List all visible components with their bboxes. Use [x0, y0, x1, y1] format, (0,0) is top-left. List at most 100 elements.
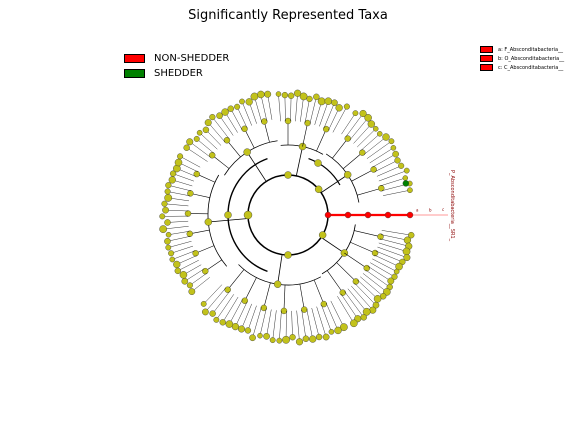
branch-leaf	[164, 203, 189, 207]
branch-leaf	[378, 242, 407, 252]
branch-leaf	[186, 147, 208, 162]
node-order	[204, 218, 213, 226]
branch-leaf	[377, 246, 407, 258]
branch-leaf	[236, 106, 248, 128]
highlight-clade-node	[344, 211, 352, 219]
branch	[320, 237, 345, 254]
branch	[332, 138, 348, 159]
branch-leaf	[311, 307, 320, 338]
node-leaf	[403, 167, 410, 174]
branch-leaf	[323, 102, 335, 129]
branch-leaf	[168, 231, 190, 235]
branch-leaf	[372, 258, 397, 272]
node-family	[352, 278, 360, 285]
node-family	[323, 125, 330, 133]
ring-class-top	[308, 158, 341, 186]
node-leaf	[276, 337, 283, 344]
node-leaf	[202, 126, 210, 134]
node-leaf	[367, 120, 376, 128]
node-family	[224, 286, 231, 293]
node-leaf	[372, 301, 380, 309]
branch-leaf	[380, 234, 408, 241]
branch-leaf	[191, 277, 210, 292]
node-class	[314, 159, 322, 167]
branch-leaf	[347, 288, 367, 312]
shedder-node	[402, 180, 410, 187]
node-family	[344, 135, 351, 142]
node-leaf	[169, 256, 176, 263]
node-leaf	[245, 98, 253, 106]
node-family	[280, 307, 288, 315]
node-class	[284, 251, 292, 259]
branch	[302, 122, 308, 147]
node-family	[193, 170, 200, 178]
branch-leaf	[189, 141, 211, 158]
branch-leaf	[203, 284, 223, 305]
branch-leaf	[219, 115, 234, 136]
node-leaf	[377, 131, 383, 137]
node-leaf	[394, 157, 401, 164]
node-leaf	[388, 138, 395, 145]
node-leaf	[334, 326, 342, 335]
node-leaf	[352, 110, 359, 117]
node-family	[339, 289, 346, 296]
node-leaf	[350, 319, 358, 328]
branch-leaf	[229, 299, 243, 325]
node-leaf	[393, 268, 400, 275]
node-leaf	[408, 231, 415, 239]
node-leaf	[359, 109, 367, 118]
branch-leaf	[260, 94, 268, 121]
branch-leaf	[378, 170, 407, 182]
node-leaf	[295, 338, 304, 346]
node-leaf	[282, 335, 290, 344]
branch-leaf	[173, 173, 194, 182]
node-leaf	[221, 108, 229, 116]
branch-leaf	[241, 101, 252, 126]
clade-marker-b: b	[429, 207, 432, 212]
highlight-clade-node	[384, 211, 392, 219]
node-leaf	[395, 262, 403, 271]
branch-leaf	[184, 268, 204, 282]
branch-leaf	[383, 189, 410, 196]
node-leaf	[322, 333, 330, 341]
chart-title: Significantly Represented Taxa	[188, 8, 388, 23]
node-leaf	[275, 91, 282, 97]
node-leaf	[164, 237, 171, 245]
clade-legend-item-c: c: C_Absconditabacteria__	[480, 63, 564, 72]
branch	[190, 193, 210, 198]
node-leaf	[174, 267, 181, 275]
branch-leaf	[304, 98, 310, 123]
node-leaf	[168, 176, 176, 184]
branch-leaf	[278, 94, 281, 122]
branch	[212, 155, 230, 169]
node-leaf	[313, 93, 320, 101]
node-leaf	[364, 114, 372, 122]
branch	[320, 174, 348, 193]
node-leaf	[162, 206, 169, 214]
node-leaf	[238, 325, 246, 333]
branch-leaf	[344, 291, 364, 318]
clade-legend-swatch-a	[480, 46, 493, 53]
node-leaf	[234, 103, 241, 110]
branch-leaf	[180, 156, 201, 168]
branch-leaf	[241, 303, 252, 330]
node-leaf	[196, 129, 203, 136]
node-family	[371, 249, 379, 257]
node-leaf	[373, 295, 382, 303]
branch-leaf	[306, 309, 313, 340]
branch	[344, 252, 367, 269]
branch	[326, 270, 344, 293]
legend: NON-SHEDDER SHEDDER	[124, 51, 229, 81]
branch-leaf	[380, 177, 406, 187]
branch-leaf	[341, 113, 356, 135]
branch-leaf	[205, 129, 222, 146]
node-leaf	[213, 316, 220, 323]
node-leaf	[315, 333, 323, 341]
branch-leaf	[235, 301, 248, 327]
branch-leaf	[316, 306, 327, 338]
branch-leaf	[196, 138, 215, 154]
branch	[244, 128, 255, 149]
node-leaf	[244, 327, 252, 334]
node-leaf	[289, 334, 296, 341]
branch-leaf	[163, 226, 189, 230]
